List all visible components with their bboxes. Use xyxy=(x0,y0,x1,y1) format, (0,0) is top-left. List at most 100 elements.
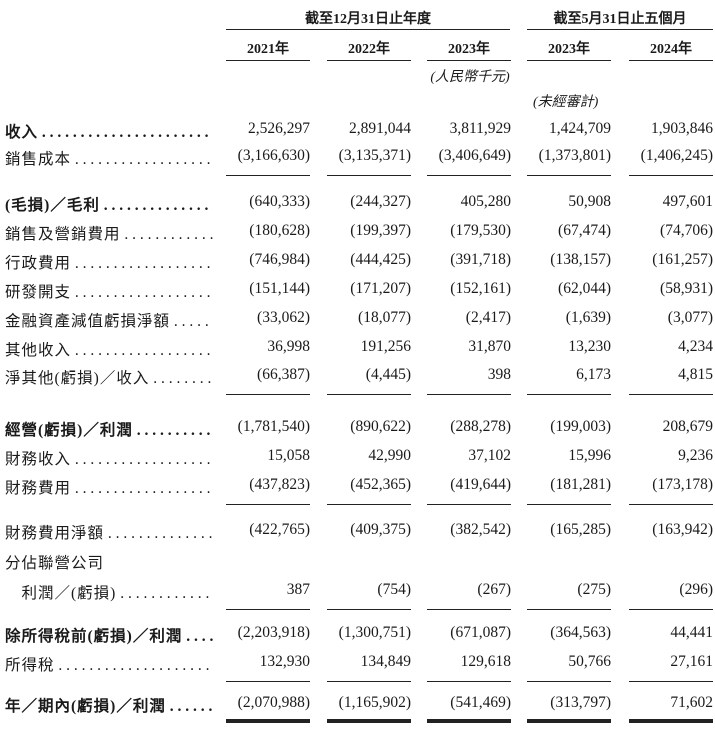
row-value: 2,891,044 xyxy=(349,120,411,137)
row-value: 134,849 xyxy=(360,653,411,670)
double-underline xyxy=(427,719,511,723)
row-value: (452,365) xyxy=(350,476,411,493)
underline xyxy=(629,681,713,682)
row-value: 6,173 xyxy=(576,366,611,383)
table-row: 其他收入 36,998 191,256 31,870 13,230 4,234 xyxy=(0,338,715,362)
row-value: (409,375) xyxy=(350,521,411,538)
row-value: (2,417) xyxy=(465,309,511,326)
row-value: 387 xyxy=(286,581,310,598)
row-value: (1,781,540) xyxy=(237,418,310,435)
table-row: 銷售及營銷費用 (180,628) (199,397) (179,530) (67,47… xyxy=(0,222,715,246)
header-divider xyxy=(427,60,511,61)
row-value: (163,942) xyxy=(652,521,713,538)
row-value: 36,998 xyxy=(267,338,310,355)
row-value: (364,563) xyxy=(550,624,611,641)
row-label: 財務收入 xyxy=(5,447,213,469)
column-group-divider xyxy=(226,29,510,30)
row-value: 50,908 xyxy=(568,193,611,210)
row-value: (199,397) xyxy=(350,222,411,239)
underline xyxy=(226,504,310,505)
underline xyxy=(527,504,611,505)
row-value: 42,990 xyxy=(368,447,411,464)
underline xyxy=(327,394,411,395)
row-label: 財務費用淨額 xyxy=(5,521,213,543)
table-row: 除所得稅前(虧損)／利潤 (2,203,918) (1,300,751) (671,0… xyxy=(0,624,715,648)
double-underline xyxy=(527,719,611,723)
underline xyxy=(327,681,411,682)
row-value: (67,474) xyxy=(558,222,611,239)
double-underline xyxy=(327,719,411,723)
underline xyxy=(527,681,611,682)
row-label: 財務費用 xyxy=(5,476,213,498)
row-value: (640,333) xyxy=(249,193,310,210)
underline xyxy=(527,394,611,395)
row-value: (3,077) xyxy=(667,309,713,326)
row-label: 銷售及營銷費用 xyxy=(5,222,213,244)
row-value: 497,601 xyxy=(662,193,713,210)
table-row: (毛損)／毛利 (640,333) (244,327) 405,280 50,908 49… xyxy=(0,193,715,217)
row-value: 2,526,297 xyxy=(248,120,310,137)
column-group-divider xyxy=(527,29,713,30)
header-divider xyxy=(527,60,611,61)
row-value: (58,931) xyxy=(660,280,713,297)
row-value: (2,203,918) xyxy=(237,624,310,641)
row-value: (66,387) xyxy=(257,366,310,383)
row-label: 年／期內(虧損)／利潤 xyxy=(5,694,213,716)
row-value: (74,706) xyxy=(660,222,713,239)
row-value: 4,234 xyxy=(678,338,713,355)
row-value: (3,406,649) xyxy=(438,147,511,164)
row-label: 研發開支 xyxy=(5,280,213,302)
row-label: 其他收入 xyxy=(5,338,213,360)
row-value: (754) xyxy=(377,581,411,598)
table-row: 財務費用淨額 (422,765) (409,375) (382,542) (165,28… xyxy=(0,521,715,545)
row-label: 金融資產減值虧損淨額 xyxy=(5,309,213,331)
row-value: (288,278) xyxy=(450,418,511,435)
row-value: (33,062) xyxy=(257,309,310,326)
row-value: (1,300,751) xyxy=(338,624,411,641)
row-value: (165,285) xyxy=(550,521,611,538)
row-value: 191,256 xyxy=(360,338,411,355)
row-label: 銷售成本 xyxy=(5,147,213,169)
row-value: (422,765) xyxy=(249,521,310,538)
row-value: 13,230 xyxy=(568,338,611,355)
row-value: (4,445) xyxy=(365,366,411,383)
row-value: (62,044) xyxy=(558,280,611,297)
underline xyxy=(527,175,611,176)
table-row: 淨其他(虧損)／收入 (66,387) (4,445) 398 6,173 4,815 xyxy=(0,366,715,390)
row-value: (1,406,245) xyxy=(640,147,713,164)
row-value: (180,628) xyxy=(249,222,310,239)
row-value: (296) xyxy=(679,581,713,598)
row-value: 4,815 xyxy=(678,366,713,383)
row-value: (199,003) xyxy=(550,418,611,435)
row-value: (671,087) xyxy=(450,624,511,641)
row-value: (391,718) xyxy=(450,251,511,268)
underline xyxy=(327,504,411,505)
table-row: 所得稅 132,930 134,849 129,618 50,766 27,161 xyxy=(0,653,715,677)
row-value: (161,257) xyxy=(652,251,713,268)
row-value: (541,469) xyxy=(450,694,511,711)
row-label: 分佔聯營公司 xyxy=(5,555,105,572)
table-row: 銷售成本 (3,166,630) (3,135,371) (3,406,649) (1,… xyxy=(0,147,715,171)
row-value: (138,157) xyxy=(550,251,611,268)
row-value: (171,207) xyxy=(350,280,411,297)
table-row: 金融資產減值虧損淨額 (33,062) (18,077) (2,417) (1,639)… xyxy=(0,309,715,333)
row-value: (890,622) xyxy=(350,418,411,435)
underline xyxy=(226,175,310,176)
row-value: 31,870 xyxy=(468,338,511,355)
underline xyxy=(427,394,511,395)
row-value: (444,425) xyxy=(350,251,411,268)
row-value: 9,236 xyxy=(678,447,713,464)
row-value: 3,811,929 xyxy=(449,120,511,137)
header-divider xyxy=(629,60,713,61)
row-value: 37,102 xyxy=(468,447,511,464)
row-value: 1,903,846 xyxy=(651,120,713,137)
table-row: 財務收入 15,058 42,990 37,102 15,996 9,236 xyxy=(0,447,715,471)
year-header: 2021年 xyxy=(247,42,289,57)
table-row: 研發開支 (151,144) (171,207) (152,161) (62,044) (… xyxy=(0,280,715,304)
row-label: 行政費用 xyxy=(5,251,213,273)
row-value: (382,542) xyxy=(450,521,511,538)
row-label: 除所得稅前(虧損)／利潤 xyxy=(5,624,213,646)
row-value: (181,281) xyxy=(550,476,611,493)
row-value: (3,135,371) xyxy=(338,147,411,164)
year-header: 2023年 xyxy=(548,42,590,57)
